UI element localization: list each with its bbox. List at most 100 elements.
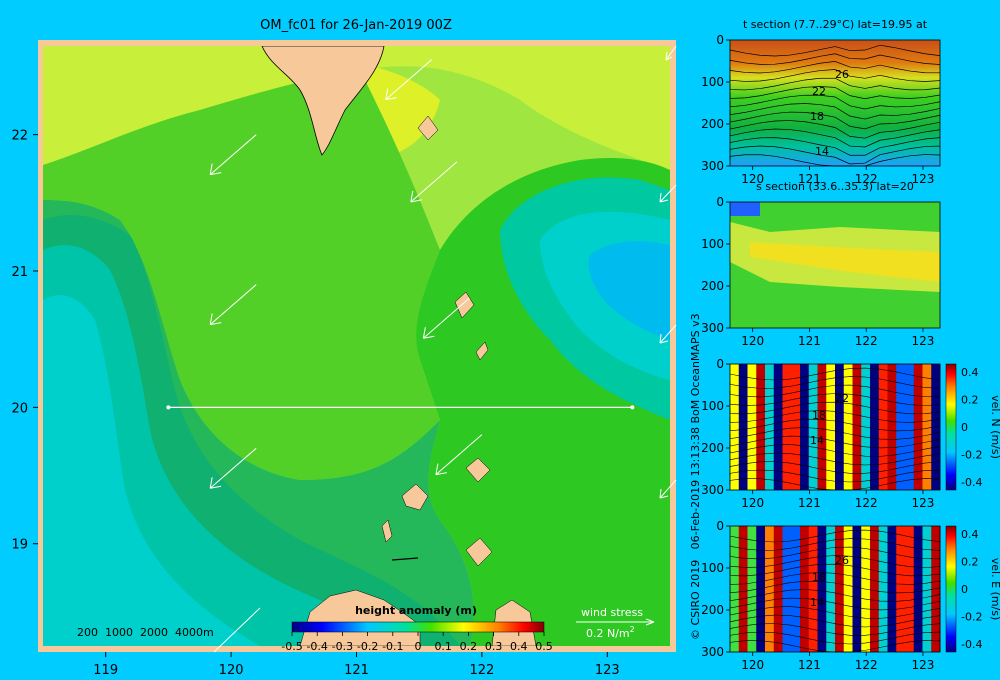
section-colorbar-tick-label: 0.4 — [961, 366, 979, 379]
section-contour — [729, 376, 941, 389]
section-velocity-column — [843, 364, 853, 490]
section-contour-label: 14 — [810, 434, 824, 447]
colorbar — [291, 621, 545, 633]
colorbar-tick-label: -0.4 — [306, 640, 327, 653]
map-y-axis: 22 21 20 19 — [11, 129, 38, 553]
section-velocity-column — [896, 526, 906, 652]
map-field — [43, 46, 670, 646]
map-x-tick-label: 120 — [219, 663, 244, 678]
section-contour — [729, 478, 941, 491]
section-contour-label: 18 — [810, 110, 824, 123]
section-x-tick-label: 122 — [855, 172, 878, 186]
colorbar-tick-label: 0.4 — [510, 640, 528, 653]
section-contour — [729, 555, 941, 568]
section-colorbar — [945, 363, 957, 491]
section-colorbar-tick-label: -0.2 — [961, 449, 982, 462]
map-x-axis: 119 120 121 122 123 — [93, 652, 620, 678]
section-contour — [729, 529, 941, 543]
section-colorbar-label: vel. E (m/s) — [989, 558, 1000, 621]
section-velocity-column — [870, 364, 880, 490]
map-y-tick-label: 19 — [11, 538, 28, 553]
wind-vector-head — [435, 463, 447, 476]
wind-vector — [209, 447, 257, 489]
section-y-tick-label: 200 — [701, 279, 724, 293]
wind-vector-shaft — [435, 434, 483, 476]
section-velocity-column — [931, 526, 941, 652]
section-velocity-column — [826, 526, 836, 652]
section-frame — [729, 525, 941, 653]
section-y-tick-label: 100 — [701, 399, 724, 413]
wind-vector-shaft — [209, 134, 257, 176]
section-y-tick-label: 200 — [701, 603, 724, 617]
section-velocity-column — [782, 364, 792, 490]
section-x-tick-label: 120 — [741, 334, 764, 348]
section-velocity-column — [913, 526, 923, 652]
section-x-tick-label: 121 — [798, 172, 821, 186]
section-velocity-column — [878, 364, 888, 490]
section-velocity-column — [931, 364, 941, 490]
section-panel: 0 100 200 300 120 121 122 123 22 18 14 0.4 0.2 0 -0.2 -… — [701, 357, 1000, 510]
section-colorbar-tick-label: 0.2 — [961, 556, 979, 569]
section-contour — [729, 103, 941, 120]
section-x-tick-label: 121 — [798, 496, 821, 510]
section-contour — [729, 469, 941, 483]
colorbar-tick-label: 0.1 — [434, 640, 452, 653]
section-velocity-column — [843, 526, 853, 652]
section-velocity-column — [756, 364, 766, 490]
section-velocity-column — [730, 364, 740, 490]
section-y-tick-label: 0 — [716, 33, 724, 47]
section-contour — [729, 418, 941, 432]
colorbar-ticks: -0.5 -0.4 -0.3 -0.2 -0.1 0 0.1 0.2 0.3 0.4 0.5 — [281, 632, 553, 653]
section-contour-label: 14 — [810, 596, 824, 609]
colorbar-tick-label: 0.5 — [535, 640, 553, 653]
depth-legend: 200 1000 2000 4000m — [77, 626, 214, 639]
section-panel: 0 100 200 300 120 121 122 123 26 18 14 0.4 0.2 0 -0.2 -… — [701, 519, 1000, 672]
wind-vector-head — [209, 313, 222, 326]
section-y-tick-label: 300 — [701, 483, 724, 497]
section-velocity-column — [791, 364, 801, 490]
section-y-tick-label: 300 — [701, 645, 724, 659]
colorbar-tick-label: 0 — [415, 640, 422, 653]
section-x-tick-label: 121 — [798, 334, 821, 348]
wind-vector-head — [209, 163, 222, 176]
colorbar-tick-label: -0.1 — [382, 640, 403, 653]
section-velocity-column — [905, 364, 915, 490]
section-title: t section (7.7..29°C) lat=19.95 at — [743, 18, 928, 31]
section-contour — [729, 572, 941, 585]
section-contour — [729, 623, 941, 636]
section-contour — [729, 86, 941, 100]
section-velocity-column — [870, 526, 880, 652]
colorbar-tick-label: -0.2 — [357, 640, 378, 653]
section-frame — [729, 201, 941, 329]
section-contour-label: 22 — [812, 85, 826, 98]
section-contour — [729, 435, 941, 449]
section-velocity-column — [800, 364, 810, 490]
wind-vector-shaft — [209, 447, 257, 489]
section-velocity-column — [817, 364, 827, 490]
wind-vector-shaft — [209, 284, 257, 326]
section-contour — [729, 546, 941, 560]
wind-vector — [209, 134, 257, 176]
section-contour — [729, 410, 941, 423]
section-velocity-column — [852, 364, 862, 490]
section-colorbar-label: vel. N (m/s) — [989, 395, 1000, 459]
section-contour-label: 26 — [835, 554, 849, 567]
colorbar-title: height anomaly (m) — [355, 604, 477, 617]
section-contour — [729, 61, 941, 74]
section-contour — [729, 538, 941, 551]
section-contour — [729, 77, 941, 91]
section-contour-label: 18 — [812, 571, 826, 584]
section-velocity-column — [922, 364, 932, 490]
section-field-core — [750, 242, 940, 282]
map-y-tick-label: 22 — [11, 129, 28, 144]
section-contour — [729, 597, 941, 611]
section-contour — [729, 154, 941, 167]
map-x-tick-label: 122 — [469, 663, 494, 678]
section-x-tick-label: 123 — [912, 496, 935, 510]
section-colorbar-tick-label: 0 — [961, 421, 968, 434]
section-contour-label: 22 — [835, 392, 849, 405]
colorbar-tick-label: -0.3 — [332, 640, 353, 653]
section-colorbar — [945, 525, 957, 653]
section-x-tick-label: 123 — [912, 658, 935, 672]
